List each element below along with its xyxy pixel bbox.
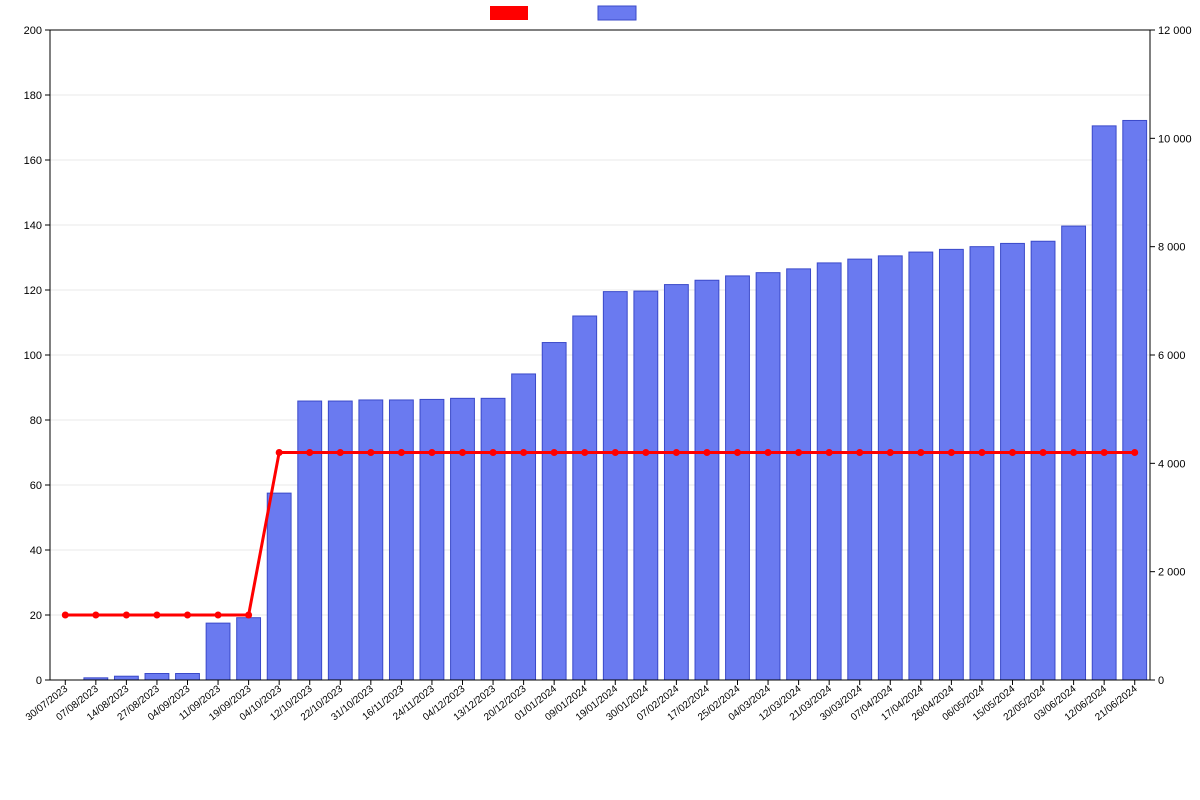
bar <box>298 401 322 680</box>
bar <box>176 674 200 681</box>
bar <box>389 400 413 680</box>
bar <box>267 493 291 680</box>
line-marker <box>153 612 160 619</box>
line-marker <box>123 612 130 619</box>
line-marker <box>245 612 252 619</box>
line-marker <box>428 449 435 456</box>
line-marker <box>795 449 802 456</box>
bar <box>145 674 169 681</box>
line-marker <box>215 612 222 619</box>
bar <box>817 263 841 680</box>
line-marker <box>551 449 558 456</box>
left-axis-label: 160 <box>24 155 42 167</box>
left-axis-label: 0 <box>36 675 42 687</box>
line-marker <box>703 449 710 456</box>
line-marker <box>856 449 863 456</box>
bar <box>206 623 230 680</box>
bar <box>512 374 536 680</box>
bar <box>634 291 658 680</box>
right-axis-label: 10 000 <box>1158 133 1192 145</box>
line-marker <box>826 449 833 456</box>
right-axis-label: 0 <box>1158 675 1164 687</box>
line-marker <box>1070 449 1077 456</box>
bar <box>664 285 688 680</box>
line-marker <box>978 449 985 456</box>
bar <box>420 399 444 680</box>
bar <box>114 676 138 680</box>
right-axis-label: 12 000 <box>1158 25 1192 37</box>
bar <box>726 276 750 680</box>
bar <box>451 398 475 680</box>
line-marker <box>917 449 924 456</box>
line-marker <box>887 449 894 456</box>
bar <box>328 401 352 680</box>
bar <box>848 259 872 680</box>
line-marker <box>1009 449 1016 456</box>
line-marker <box>1040 449 1047 456</box>
bar <box>970 247 994 680</box>
right-axis-label: 8 000 <box>1158 242 1186 254</box>
left-axis-label: 120 <box>24 285 42 297</box>
left-axis-label: 100 <box>24 350 42 362</box>
line-marker <box>765 449 772 456</box>
left-axis-label: 40 <box>30 545 42 557</box>
right-axis-label: 4 000 <box>1158 458 1186 470</box>
line-marker <box>948 449 955 456</box>
line-marker <box>1101 449 1108 456</box>
left-axis-label: 140 <box>24 220 42 232</box>
line-marker <box>398 449 405 456</box>
combo-chart: 0 20 40 60 80 100 120 140 160 180 200 0 2 000 4 000 6 … <box>0 0 1200 800</box>
bar <box>573 316 597 680</box>
legend-swatch-line <box>490 6 528 20</box>
line-marker <box>673 449 680 456</box>
bar <box>695 280 719 680</box>
line-marker <box>276 449 283 456</box>
legend-swatch-bar <box>598 6 636 20</box>
left-axis-label: 20 <box>30 610 42 622</box>
line-marker <box>581 449 588 456</box>
right-axis-label: 2 000 <box>1158 567 1186 579</box>
line-marker <box>62 612 69 619</box>
line-marker <box>734 449 741 456</box>
bar <box>237 618 261 680</box>
bar <box>1031 241 1055 680</box>
line-marker <box>92 612 99 619</box>
line-marker <box>642 449 649 456</box>
line-marker <box>520 449 527 456</box>
left-axis-label: 200 <box>24 25 42 37</box>
bar <box>756 273 780 680</box>
line-marker <box>367 449 374 456</box>
bar <box>1092 126 1116 680</box>
bar <box>542 343 566 680</box>
line-marker <box>1131 449 1138 456</box>
line-marker <box>459 449 466 456</box>
bar <box>1123 120 1147 680</box>
bar <box>878 256 902 680</box>
line-marker <box>184 612 191 619</box>
bar <box>909 252 933 680</box>
line-marker <box>306 449 313 456</box>
line-marker <box>612 449 619 456</box>
bar <box>359 400 383 680</box>
right-axis-label: 6 000 <box>1158 350 1186 362</box>
left-axis-label: 80 <box>30 415 42 427</box>
bar <box>481 398 505 680</box>
bar <box>603 292 627 680</box>
line-marker <box>337 449 344 456</box>
left-axis-label: 180 <box>24 90 42 102</box>
bar <box>1001 243 1025 680</box>
bar <box>787 269 811 680</box>
line-marker <box>490 449 497 456</box>
bar <box>939 249 963 680</box>
left-axis-label: 60 <box>30 480 42 492</box>
